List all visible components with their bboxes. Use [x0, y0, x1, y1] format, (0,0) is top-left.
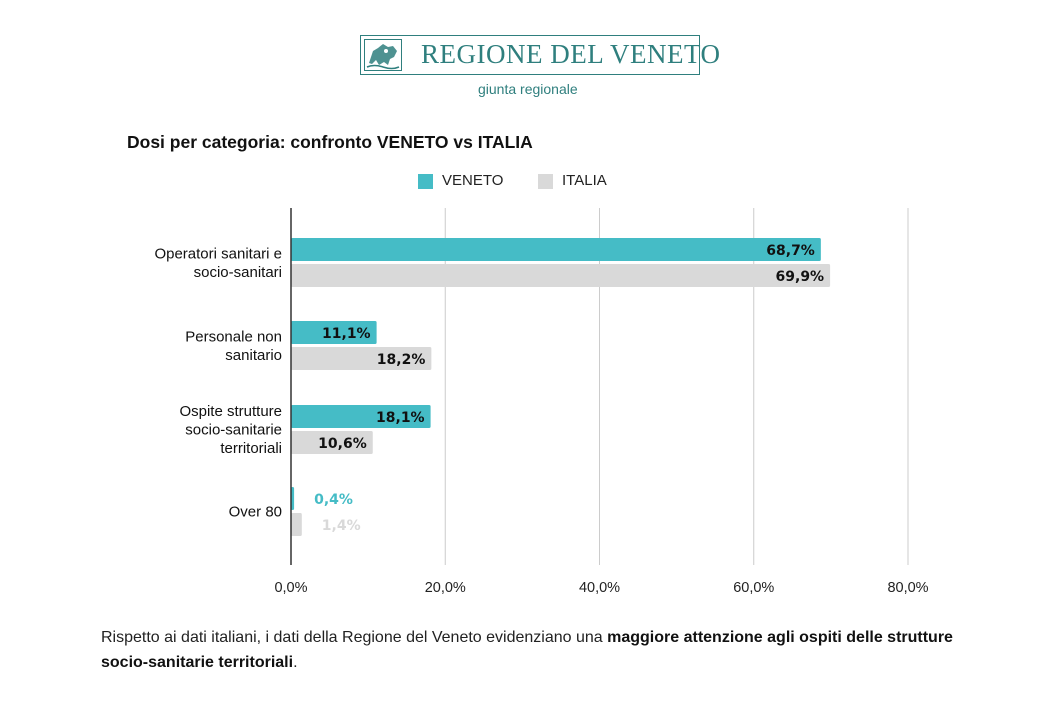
lion-emblem-icon [364, 39, 402, 71]
bar [291, 431, 373, 454]
data-label: 11,1% [322, 326, 371, 342]
x-tick-label: 60,0% [733, 580, 774, 596]
bar [291, 264, 831, 287]
caption-end: . [293, 654, 298, 671]
legend-swatch-italia [538, 174, 553, 189]
data-label: 68,7% [766, 243, 815, 259]
x-tick-label: 40,0% [579, 580, 620, 596]
data-label: 69,9% [776, 269, 825, 285]
bar [291, 238, 821, 261]
bar [291, 487, 295, 510]
data-label: 18,2% [377, 352, 426, 368]
caption-bold: maggiore attenzione agli ospiti delle st… [101, 629, 953, 671]
category-label: socio-sanitari [194, 264, 282, 281]
bar [291, 513, 302, 536]
legend-label-italia: ITALIA [562, 172, 607, 189]
bar [291, 347, 432, 370]
logo-subtitle: giunta regionale [478, 81, 578, 97]
data-label: 10,6% [318, 436, 367, 452]
x-tick-label: 0,0% [274, 580, 307, 596]
data-label: 1,4% [322, 518, 361, 534]
legend-swatch-veneto [418, 174, 433, 189]
category-label: Personale non [185, 328, 282, 345]
category-label: Over 80 [229, 504, 282, 521]
caption-text: Rispetto ai dati italiani, i dati della … [101, 625, 1001, 675]
logo-title: REGIONE DEL VENETO [421, 39, 721, 69]
chart-title: Dosi per categoria: confronto VENETO vs … [127, 132, 533, 152]
category-label: Ospite strutture [179, 403, 282, 420]
logo-frame: REGIONE DEL VENETO [360, 35, 720, 75]
bar [291, 405, 431, 428]
region-logo: REGIONE DEL VENETO giunta regionale [360, 35, 720, 99]
category-label: socio-sanitarie [185, 422, 282, 439]
category-label: Operatori sanitari e [154, 245, 282, 262]
category-label: territoriali [220, 440, 282, 457]
data-label: 18,1% [376, 410, 425, 426]
category-label: sanitario [225, 347, 282, 364]
data-label: 0,4% [314, 492, 353, 508]
caption-normal: Rispetto ai dati italiani, i dati della … [101, 629, 608, 646]
bar-chart: 0,0% 20,0% 40,0% 60,0% 80,0% 68,7% 69,9% Operat… [154, 208, 929, 596]
bar [291, 321, 377, 344]
legend-label-veneto: VENETO [442, 172, 504, 189]
x-tick-label: 20,0% [425, 580, 466, 596]
x-tick-label: 80,0% [887, 580, 928, 596]
